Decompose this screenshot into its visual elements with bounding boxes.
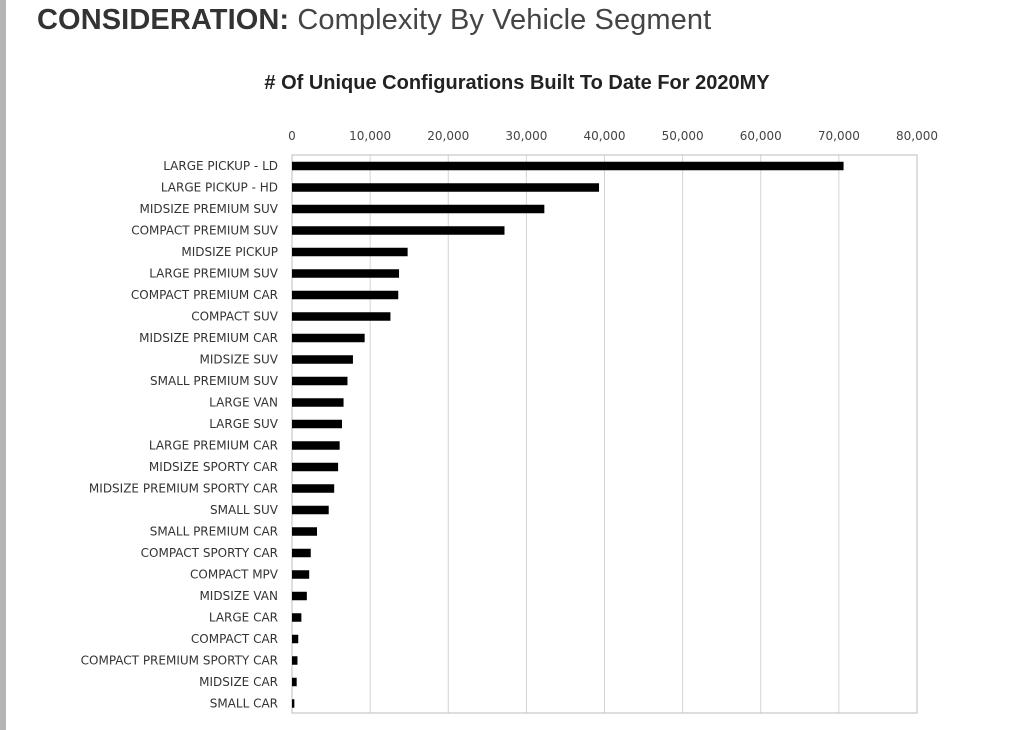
- category-label: COMPACT PREMIUM CAR: [131, 288, 278, 302]
- category-label: MIDSIZE PICKUP: [181, 245, 278, 259]
- bar: [292, 398, 344, 407]
- chart-title: # Of Unique Configurations Built To Date…: [264, 72, 770, 94]
- x-tick-label: 80,000: [896, 129, 938, 143]
- category-label: LARGE VAN: [209, 396, 278, 410]
- bar: [292, 484, 335, 493]
- category-label: SMALL CAR: [210, 697, 278, 711]
- category-label: MIDSIZE CAR: [199, 675, 278, 689]
- x-tick-label: 0: [288, 129, 296, 143]
- bar: [292, 333, 365, 343]
- bar: [292, 269, 400, 278]
- category-label: LARGE PICKUP - HD: [161, 181, 278, 195]
- slide-title: CONSIDERATION: Complexity By Vehicle Seg…: [37, 4, 711, 37]
- x-axis-ticks: 0 10,000 20,000 30,000 40,000 50,000 60,000 70,…: [288, 129, 938, 143]
- category-label: SMALL PREMIUM CAR: [150, 525, 278, 539]
- category-label: LARGE PICKUP - LD: [163, 159, 278, 173]
- bar: [292, 355, 353, 364]
- bar: [292, 634, 299, 644]
- category-label: COMPACT PREMIUM SUV: [131, 224, 279, 238]
- slide-title-light: Complexity By Vehicle Segment: [289, 4, 712, 36]
- category-label: COMPACT MPV: [190, 568, 279, 582]
- category-label: MIDSIZE PREMIUM SUV: [139, 202, 278, 216]
- x-tick-label: 20,000: [427, 129, 469, 143]
- bar: [292, 591, 307, 601]
- category-label: COMPACT PREMIUM SPORTY CAR: [81, 654, 278, 668]
- slide-title-strong: CONSIDERATION:: [37, 4, 290, 36]
- category-label: SMALL SUV: [210, 503, 279, 517]
- bar: [292, 183, 600, 192]
- category-label: COMPACT SPORTY CAR: [141, 546, 278, 560]
- bar: [292, 505, 329, 515]
- bar: [292, 161, 844, 171]
- category-label: LARGE SUV: [209, 417, 279, 431]
- bar: [292, 376, 348, 386]
- category-label: COMPACT SUV: [191, 310, 279, 324]
- category-label: MIDSIZE PREMIUM SPORTY CAR: [89, 482, 278, 496]
- x-tick-label: 50,000: [662, 129, 704, 143]
- category-label: SMALL PREMIUM SUV: [150, 374, 279, 388]
- bar: [292, 570, 310, 579]
- category-label: MIDSIZE PREMIUM CAR: [139, 331, 278, 345]
- bar: [292, 247, 408, 257]
- bar: [292, 527, 317, 536]
- x-tick-label: 70,000: [818, 129, 860, 143]
- bar: [292, 312, 391, 321]
- bar: [292, 548, 311, 558]
- category-label: MIDSIZE SPORTY CAR: [149, 460, 278, 474]
- category-label: LARGE PREMIUM SUV: [149, 267, 279, 281]
- category-label: MIDSIZE VAN: [199, 589, 278, 603]
- bar: [292, 613, 302, 622]
- x-tick-label: 30,000: [505, 129, 547, 143]
- bar: [292, 677, 297, 687]
- x-tick-label: 40,000: [584, 129, 626, 143]
- category-label: COMPACT CAR: [191, 632, 278, 646]
- bar: [292, 226, 505, 235]
- bar: [292, 656, 298, 665]
- bar: [292, 699, 295, 708]
- bar: [292, 419, 342, 429]
- category-labels: LARGE PICKUP - LD LARGE PICKUP - HD MIDSIZ…: [81, 159, 279, 711]
- category-label: MIDSIZE SUV: [199, 353, 278, 367]
- x-tick-label: 10,000: [349, 129, 391, 143]
- gridlines: [369, 155, 840, 713]
- left-edge-rule: [0, 0, 6, 730]
- bar: [292, 462, 339, 472]
- category-label: LARGE PREMIUM CAR: [149, 439, 278, 453]
- bar: [292, 441, 340, 450]
- bar: [292, 204, 545, 214]
- bars: [292, 161, 844, 708]
- x-tick-label: 60,000: [740, 129, 782, 143]
- bar: [292, 290, 399, 300]
- plot-frame: [291, 154, 918, 714]
- category-label: LARGE CAR: [209, 611, 278, 625]
